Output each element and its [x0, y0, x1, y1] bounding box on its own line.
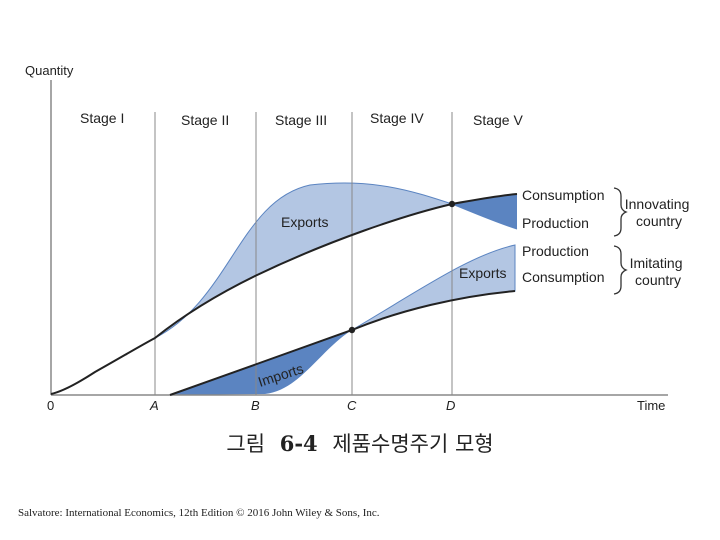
time-point-c: C — [347, 398, 357, 413]
time-point-b: B — [251, 398, 260, 413]
innovating-production-label: Production — [522, 215, 589, 231]
source-credit: Salvatore: International Economics, 12th… — [18, 507, 380, 519]
innovating-production-curve — [451, 203, 518, 230]
time-point-a: A — [149, 398, 159, 413]
y-axis-label: Quantity — [25, 63, 74, 78]
imitating-consumption-curve — [169, 290, 516, 396]
imports-area-innovating — [452, 194, 517, 229]
stage-label-4: Stage IV — [370, 110, 424, 126]
time-point-d: D — [446, 398, 455, 413]
crossover-point-d — [448, 200, 456, 208]
imitating-brace — [613, 245, 628, 295]
crossover-point-c — [348, 326, 356, 334]
origin-label: 0 — [47, 398, 54, 413]
imitating-country-label: Imitating country — [630, 255, 687, 288]
innovating-country-text: Innovating — [625, 196, 690, 212]
imitating-country-text: Imitating — [630, 255, 683, 271]
caption-number: 6-4 — [279, 431, 318, 456]
exports-label-innovating: Exports — [281, 214, 328, 230]
caption-title: 제품수명주기 모형 — [332, 432, 494, 456]
stage-label-3: Stage III — [275, 112, 327, 128]
x-axis-label: Time — [637, 398, 665, 413]
stage-label-5: Stage V — [473, 112, 523, 128]
innovating-consumption-label: Consumption — [522, 187, 605, 203]
innovating-country-label: Innovating country — [625, 196, 694, 229]
imitating-consumption-label: Consumption — [522, 269, 605, 285]
stage-label-1: Stage I — [80, 110, 124, 126]
caption-prefix: 그림 — [226, 432, 266, 456]
innovating-country-text-line-2: country — [636, 213, 682, 229]
stage-label-2: Stage II — [181, 112, 229, 128]
exports-label-imitating: Exports — [459, 265, 506, 281]
imitating-country-text-line-2: country — [635, 272, 681, 288]
figure-caption: 그림 6-4 제품수명주기 모형 — [0, 428, 720, 458]
imitating-production-label: Production — [522, 243, 589, 259]
exports-area-imitating — [351, 244, 516, 331]
exports-area-innovating — [154, 182, 454, 339]
innovating-brace — [613, 187, 628, 237]
